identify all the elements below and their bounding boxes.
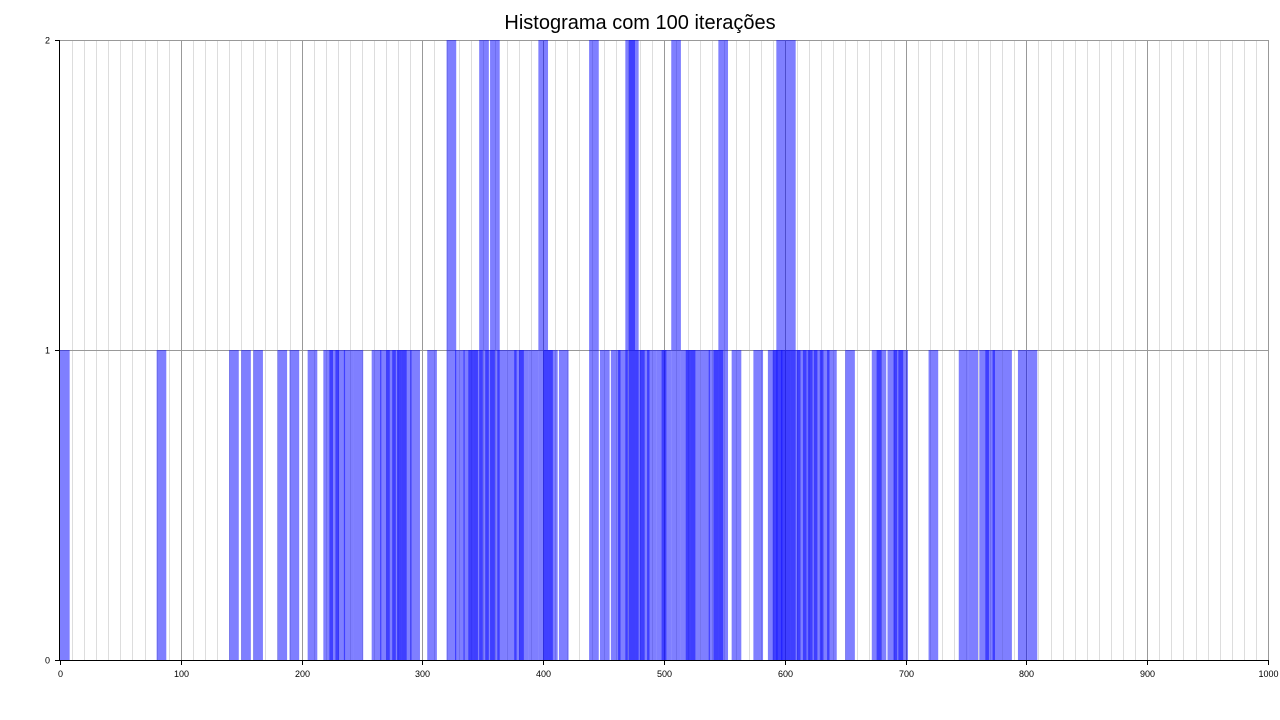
histogram-bar	[639, 350, 650, 660]
histogram-bar	[776, 40, 786, 660]
x-tick-label: 0	[58, 669, 63, 679]
histogram-bar	[371, 350, 382, 660]
histogram-bar	[807, 350, 818, 660]
histogram-bar	[289, 350, 300, 660]
x-tick-label: 800	[1019, 669, 1034, 679]
histogram-bar	[380, 350, 390, 660]
histogram-bar	[1027, 350, 1038, 660]
histogram-bar	[887, 350, 898, 660]
x-tick-label: 700	[899, 669, 914, 679]
x-tick-label: 200	[295, 669, 310, 679]
histogram-bar	[992, 350, 1003, 660]
histogram-bar	[528, 350, 539, 660]
histogram-bar	[827, 350, 837, 660]
histogram-bar	[690, 350, 701, 660]
label-layer: 0 100 200 300 400 500 600 700 800 900 1000 0 1 2	[45, 36, 1279, 680]
histogram-bar	[473, 350, 483, 660]
histogram-bar	[490, 40, 500, 660]
histogram-bar	[968, 350, 979, 660]
x-tick-label: 300	[415, 669, 430, 679]
histogram-bar	[446, 40, 457, 660]
histogram-bar	[329, 350, 340, 660]
x-tick-label: 100	[174, 669, 189, 679]
x-tick-label: 400	[536, 669, 551, 679]
histogram-bar	[671, 40, 681, 660]
histogram-bar	[599, 350, 610, 660]
histogram-bar	[647, 350, 657, 660]
x-tick-label: 1000	[1258, 669, 1278, 679]
histogram-bar	[427, 350, 437, 660]
histogram-bar	[241, 350, 251, 660]
histogram-bar	[479, 40, 489, 660]
histogram-bar	[753, 350, 764, 660]
histogram-bar	[1002, 350, 1012, 660]
y-tick-label: 2	[45, 36, 50, 46]
histogram-bar	[656, 350, 667, 660]
histogram-bar	[610, 350, 621, 660]
histogram-bar	[343, 350, 354, 660]
histogram-bar	[558, 350, 569, 660]
histogram-bar	[876, 350, 887, 660]
histogram-bar	[813, 350, 824, 660]
histogram-bar	[307, 350, 318, 660]
histogram-bar	[497, 350, 507, 660]
histogram-bar	[796, 350, 807, 660]
histogram-bar	[386, 350, 396, 660]
histogram-bar	[786, 40, 796, 660]
histogram-bar	[506, 350, 517, 660]
histogram-bar	[700, 350, 710, 660]
x-tick-label: 900	[1140, 669, 1155, 679]
histogram-bar	[538, 40, 549, 660]
histogram-bar	[898, 350, 909, 660]
histogram-bar	[618, 350, 628, 660]
histogram-bar	[731, 350, 742, 660]
histogram-bar	[548, 350, 558, 660]
histogram-bar	[323, 350, 333, 660]
histogram-bar	[979, 350, 989, 660]
histogram-bar	[60, 350, 70, 660]
histogram-bar	[845, 350, 855, 660]
histogram-bar	[229, 350, 239, 660]
histogram-bar	[635, 350, 645, 660]
histogram-bar	[253, 350, 263, 660]
histogram-bar	[156, 350, 167, 660]
x-tick-label: 600	[778, 669, 793, 679]
histogram-bar	[628, 40, 639, 660]
histogram-bar	[519, 350, 529, 660]
histogram-bar	[819, 350, 830, 660]
histogram-bar	[958, 350, 969, 660]
histogram-bar	[401, 350, 412, 660]
y-tick-label: 0	[45, 656, 50, 666]
histogram-bar	[661, 350, 672, 660]
chart-title: Histograma com 100 iterações	[504, 12, 776, 34]
histogram-bar	[277, 350, 288, 660]
x-tick-label: 500	[657, 669, 672, 679]
histogram-bar	[790, 350, 801, 660]
histogram-bar	[353, 350, 364, 660]
y-tick-label: 1	[45, 346, 50, 356]
histogram-bar	[410, 350, 420, 660]
histogram-bar	[468, 350, 478, 660]
bar-layer	[60, 40, 1038, 660]
histogram-bar	[685, 350, 696, 660]
histogram-bar	[589, 40, 599, 660]
histogram-bar	[455, 350, 465, 660]
histogram-bar	[718, 40, 729, 660]
axis-layer	[55, 40, 1269, 665]
histogram-bar	[985, 350, 995, 660]
histogram-bar	[335, 350, 346, 660]
histogram-bar	[928, 350, 939, 660]
histogram-bar	[1017, 350, 1028, 660]
